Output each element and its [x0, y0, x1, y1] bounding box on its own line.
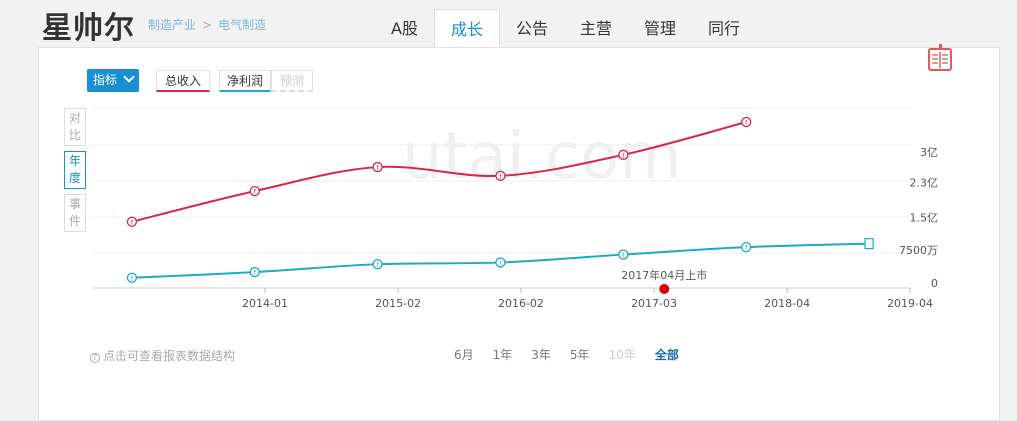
- revenue-data-point: [372, 161, 383, 173]
- annual-button[interactable]: 年度: [64, 151, 86, 189]
- metric-total-revenue[interactable]: 总收入: [156, 70, 210, 92]
- profit-data-point: [249, 266, 260, 278]
- profit-data-point: [618, 249, 629, 260]
- x-tick-label: 2014-01: [242, 297, 288, 310]
- profit-data-point: [372, 259, 383, 270]
- range-5y[interactable]: 5年: [569, 348, 590, 362]
- point-mark: f: [377, 262, 380, 269]
- indicator-dropdown-button[interactable]: 指标: [87, 69, 139, 92]
- revenue-series-line: [131, 121, 747, 223]
- range-3y[interactable]: 3年: [531, 348, 551, 362]
- metric-net-profit[interactable]: 净利润: [219, 70, 271, 92]
- point-mark: f: [622, 153, 625, 160]
- point-mark: f: [745, 120, 748, 127]
- revenue-data-point: [249, 185, 260, 197]
- listing-event-marker: [659, 284, 670, 294]
- book-report-icon[interactable]: [928, 44, 952, 72]
- range-1y[interactable]: 1年: [492, 348, 513, 362]
- point-mark: f: [131, 276, 134, 283]
- revenue-data-point: [126, 216, 138, 227]
- listing-event-label: 2017年04月上市: [621, 268, 707, 282]
- events-button[interactable]: 事件: [64, 194, 86, 232]
- x-tick-label: 2019-04: [887, 297, 933, 310]
- point-mark: f: [499, 260, 502, 267]
- metric-forecast[interactable]: 预测: [271, 70, 313, 92]
- revenue-data-point: [741, 116, 752, 128]
- point-mark: f: [254, 270, 257, 277]
- x-tick-label: 2018-04: [764, 297, 810, 310]
- breadcrumb: 制造产业 > 电气制造: [148, 16, 266, 33]
- revenue-data-point: [618, 149, 629, 160]
- x-tick-label: 2015-02: [375, 297, 421, 310]
- watermark: utai.com: [402, 120, 682, 194]
- y-tick-label: 2.3亿: [910, 176, 939, 189]
- range-6m[interactable]: 6月: [454, 348, 474, 362]
- y-tick-label: 0: [931, 277, 938, 290]
- breadcrumb-sector[interactable]: 电气制造: [218, 18, 267, 32]
- tab-main-business[interactable]: 主营: [579, 19, 612, 38]
- point-mark: f: [377, 165, 380, 172]
- tab-announcement[interactable]: 公告: [515, 19, 548, 38]
- indicator-label: 指标: [93, 73, 118, 87]
- breadcrumb-separator: >: [202, 18, 213, 32]
- range-10y: 10年: [608, 348, 636, 362]
- tab-growth[interactable]: 成长: [433, 9, 500, 48]
- y-tick-label: 7500万: [899, 244, 938, 257]
- x-tick-label: 2016-02: [498, 297, 544, 310]
- nav-tabs: A股 成长 公告 主营 管理 同行: [375, 9, 756, 48]
- question-icon: ?: [90, 353, 100, 363]
- page-header: 星帅尔 制造产业 > 电气制造 A股 成长 公告 主营 管理 同行: [0, 0, 1017, 48]
- profit-data-point: [126, 272, 138, 283]
- report-point-icon: [864, 238, 874, 250]
- hint-text: 点击可查看报表数据结构: [103, 349, 236, 363]
- point-mark: f: [254, 189, 257, 196]
- tab-peers[interactable]: 同行: [708, 19, 741, 38]
- point-mark: f: [131, 220, 134, 227]
- tab-management[interactable]: 管理: [644, 19, 677, 38]
- revenue-data-point: [495, 170, 506, 181]
- point-mark: f: [622, 253, 625, 260]
- y-tick-label: 1.5亿: [910, 211, 939, 224]
- breadcrumb-industry[interactable]: 制造产业: [148, 18, 197, 32]
- profit-data-point: [741, 241, 752, 253]
- y-tick-label: 3亿: [920, 146, 938, 159]
- time-range-selector: 6月 1年 3年 5年 10年 全部: [454, 346, 698, 363]
- range-all[interactable]: 全部: [654, 348, 679, 362]
- point-mark: f: [745, 245, 748, 252]
- report-structure-hint[interactable]: ? 点击可查看报表数据结构: [90, 347, 235, 364]
- profit-data-point: [495, 257, 506, 268]
- point-mark: f: [499, 174, 502, 181]
- compare-button[interactable]: 对比: [64, 108, 86, 146]
- x-tick-label: 2017-03: [631, 297, 677, 310]
- tab-a-share[interactable]: A股: [391, 19, 418, 38]
- company-name: 星帅尔: [42, 11, 135, 46]
